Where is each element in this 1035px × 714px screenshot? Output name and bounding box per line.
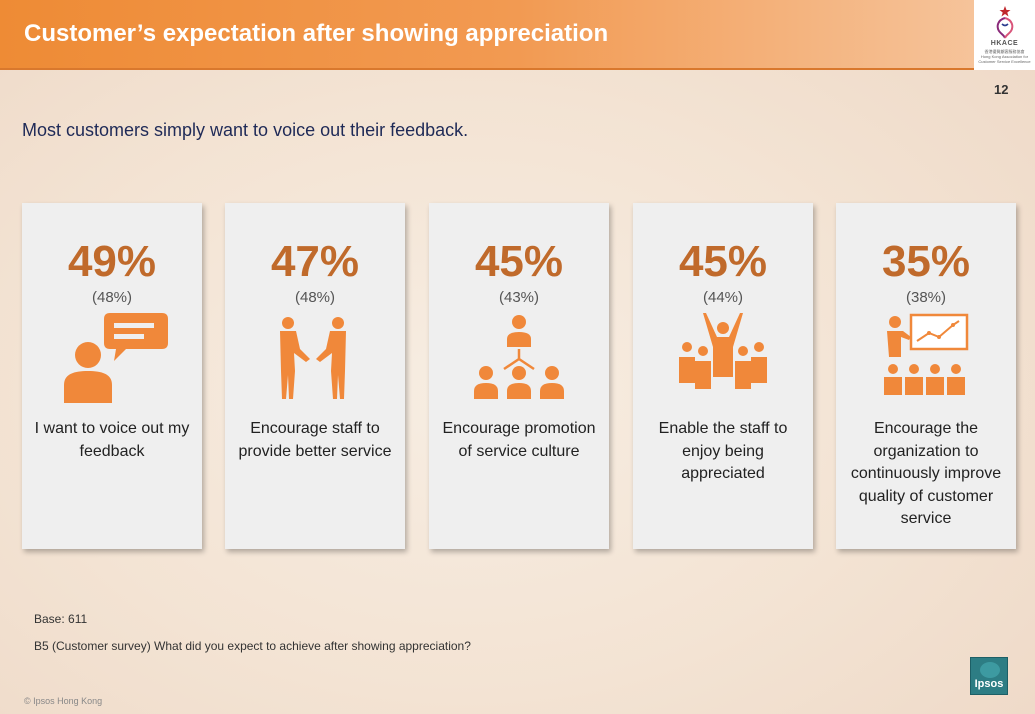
stat-previous-value: (44%) [702,289,743,306]
logo-name: HKACE [990,40,1019,47]
presentation-audience-icon [836,313,1016,408]
question-note: B5 (Customer survey) What did you expect… [34,639,471,653]
subtitle: Most customers simply want to voice out … [22,120,469,140]
hkace-emblem-icon [996,6,1014,39]
logo-english-line1: Hong Kong Association for [980,54,1029,59]
stat-previous-value: (38%) [905,289,946,306]
stat-value: 45% [474,237,564,286]
hkace-logo: HKACE 香港優質顧客服務協會 Hong Kong Association f… [974,0,1035,70]
stat-value: 35% [881,237,971,286]
stat-card: 49% (48%) I want to voice out my feedbac… [22,203,202,549]
stat-label: I want to voice out my feedback [34,420,190,460]
stat-card: 45% (44%) Enable the staff to enjoy bein… [633,203,813,549]
stat-previous-value: (43%) [498,289,539,306]
network-people-icon [429,313,609,408]
ipsos-logo: Ipsos [970,657,1008,695]
cheering-crowd-icon [633,313,813,408]
page-title: Customer’s expectation after showing app… [24,20,609,47]
stat-label: Encourage promotion of service culture [442,420,596,460]
stat-value: 45% [678,237,768,286]
stat-card: 35% (38%) Encourage the organization to … [836,203,1016,549]
stat-label: Encourage staff to provide better servic… [238,420,392,460]
stat-card: 45% (43%) Encourage promotion of service… [429,203,609,549]
stat-card: 47% (48%) Encourage staff to provide bet… [225,203,405,549]
stat-label: Encourage the organization to continuous… [850,420,1002,527]
stat-previous-value: (48%) [294,289,335,306]
stat-label: Enable the staff to enjoy being apprecia… [658,420,788,482]
person-speech-bubble-icon [22,313,202,408]
base-note: Base: 611 [34,612,88,626]
header-bar: Customer’s expectation after showing app… [0,0,1035,70]
logo-chinese-name: 香港優質顧客服務協會 [984,49,1025,54]
copyright: © Ipsos Hong Kong [24,696,103,706]
stat-previous-value: (48%) [91,289,132,306]
stat-value: 47% [270,237,360,286]
stat-value: 49% [67,237,157,286]
ipsos-brand: Ipsos [974,678,1004,690]
handshake-icon [225,313,405,408]
ipsos-mark-icon [980,662,1000,678]
page-number: 12 [994,82,1009,97]
logo-english-line2: Customer Service Excellence [978,59,1031,64]
